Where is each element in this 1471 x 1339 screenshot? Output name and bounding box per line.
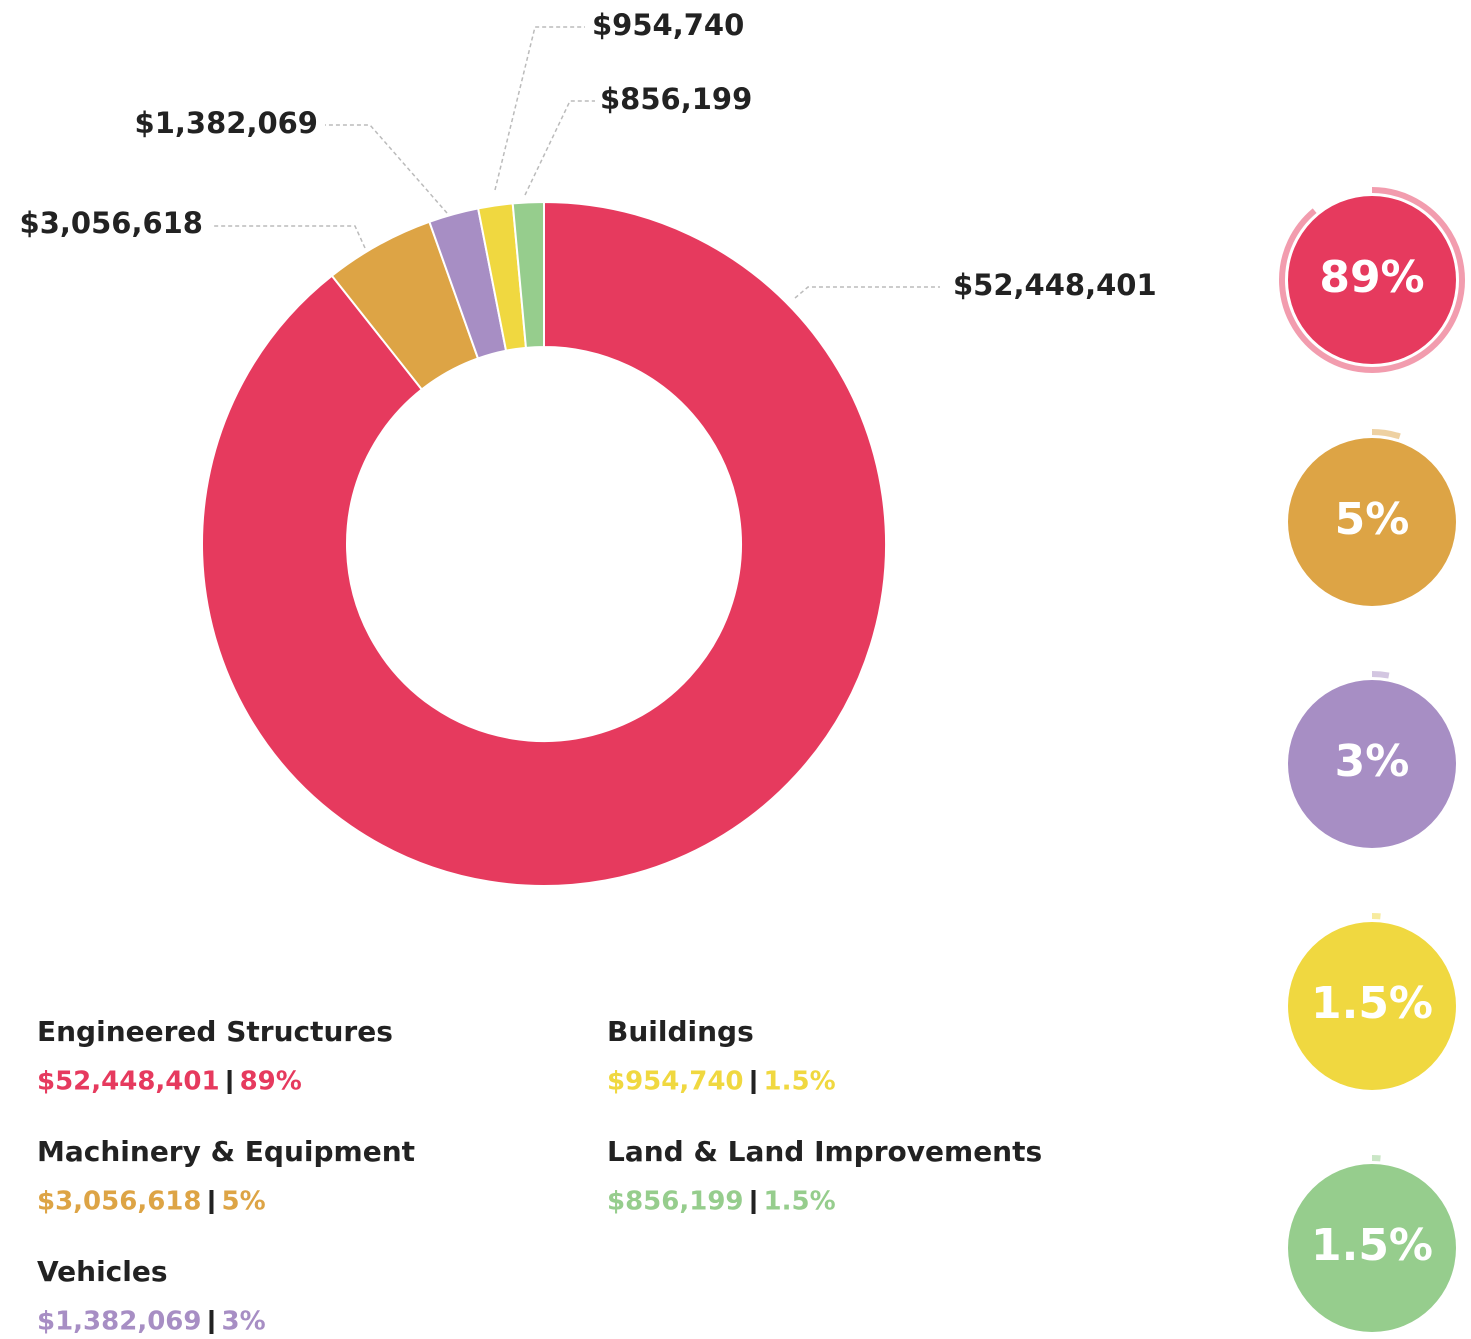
percent-label: 3%	[1335, 736, 1410, 787]
donut-segment	[201, 200, 887, 887]
slice-label: $3,056,618	[20, 206, 203, 240]
slice-label: $1,382,069	[135, 106, 318, 140]
leader-line	[494, 26, 585, 191]
slice-label: $856,199	[600, 82, 752, 116]
percent-ring	[1371, 429, 1401, 440]
percent-ring	[1371, 671, 1390, 679]
percent-badge	[1288, 922, 1456, 1090]
percent-badge	[1288, 1164, 1456, 1332]
legend-name: Engineered Structures	[37, 1015, 393, 1048]
percent-label: 1.5%	[1311, 1220, 1433, 1271]
donut-segment	[511, 200, 545, 349]
legend-value: $3,056,618	[37, 1187, 201, 1217]
percent-label: 89%	[1319, 252, 1424, 303]
percent-badge	[1288, 680, 1456, 848]
legend-separator	[751, 1070, 756, 1094]
leader-line	[794, 286, 940, 299]
percent-badge	[1288, 196, 1456, 364]
slice-label: $954,740	[592, 8, 744, 42]
percent-label: 1.5%	[1311, 978, 1433, 1029]
legend-percent: 89%	[240, 1067, 302, 1097]
legend-percent: 1.5%	[764, 1187, 836, 1217]
legend-percent: 5%	[221, 1187, 265, 1217]
legend-name: Land & Land Improvements	[607, 1135, 1042, 1168]
slice-label: $52,448,401	[953, 268, 1157, 302]
leader-line	[325, 124, 448, 214]
legend-name: Vehicles	[37, 1255, 168, 1288]
legend-separator	[209, 1190, 214, 1214]
leader-line	[213, 225, 366, 249]
legend-name: Buildings	[607, 1015, 754, 1048]
percent-ring	[1279, 187, 1465, 373]
legend-percent: 3%	[221, 1307, 265, 1337]
legend-value: $954,740	[607, 1067, 744, 1097]
legend-value: $52,448,401	[37, 1067, 220, 1097]
legend-value: $1,382,069	[37, 1307, 201, 1337]
legend-separator	[209, 1310, 214, 1334]
leader-line	[524, 100, 595, 196]
legend-separator	[227, 1070, 232, 1094]
legend-percent: 1.5%	[764, 1067, 836, 1097]
percent-label: 5%	[1335, 494, 1410, 545]
legend-value: $856,199	[607, 1187, 744, 1217]
percent-badge	[1288, 438, 1456, 606]
legend-name: Machinery & Equipment	[37, 1135, 415, 1168]
legend-separator	[751, 1190, 756, 1214]
